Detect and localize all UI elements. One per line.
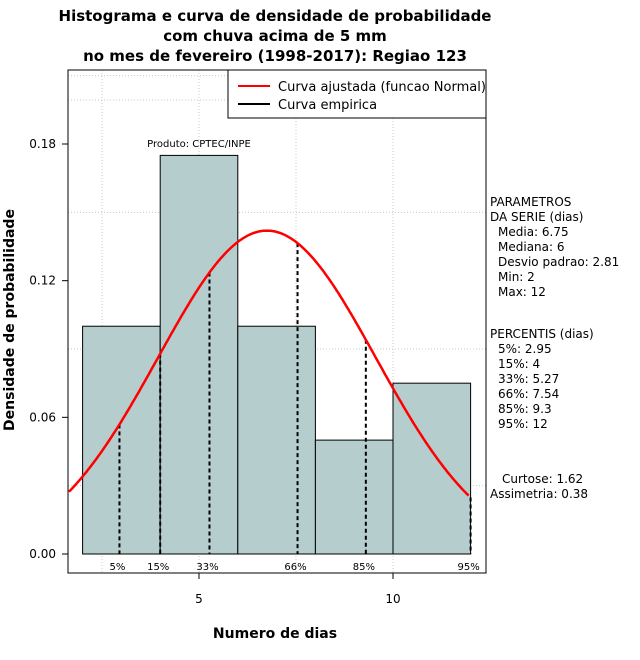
percentil-33: 33%: 5.27 — [498, 372, 560, 386]
product-annotation: Produto: CPTEC/INPE — [147, 139, 251, 150]
legend-label: Curva ajustada (funcao Normal) — [278, 80, 486, 95]
y-tick-label: 0.18 — [29, 137, 56, 151]
chart-title: Histograma e curva de densidade de proba… — [59, 7, 492, 65]
title-line: no mes de fevereiro (1998-2017): Regiao … — [83, 47, 467, 65]
histogram-bars — [82, 154, 472, 555]
percentil-15: 15%: 4 — [498, 357, 541, 371]
y-tick-label: 0.12 — [29, 274, 56, 288]
percentile-label: 95% — [457, 562, 479, 573]
percentil-95: 95%: 12 — [498, 417, 548, 431]
shape-stats-panel: Curtose: 1.62 Assimetria: 0.38 — [490, 472, 588, 502]
percentile-label: 5% — [110, 562, 126, 573]
percentile-label: 33% — [196, 562, 218, 573]
legend-box — [227, 69, 487, 119]
params-title: PARAMETROS — [490, 195, 572, 209]
x-axis-label: Numero de dias — [213, 626, 337, 642]
params-subtitle: DA SERIE (dias) — [490, 210, 584, 224]
normal-curve-path — [68, 229, 470, 497]
y-axis-label: Densidade de probabilidade — [2, 209, 18, 431]
curtose: Curtose: 1.62 — [502, 472, 584, 486]
histogram-bar — [82, 325, 161, 555]
percentil-5: 5%: 2.95 — [498, 342, 552, 356]
assimetria: Assimetria: 0.38 — [490, 487, 589, 501]
x-tick-label: 10 — [385, 592, 400, 606]
title-line: com chuva acima de 5 mm — [163, 27, 387, 45]
percentis-title: PERCENTIS (dias) — [490, 327, 594, 341]
histogram-bar — [314, 439, 394, 555]
percentiles-panel: PERCENTIS (dias) 5%: 2.95 15%: 4 33%: 5.… — [490, 327, 594, 432]
percentile-label: 15% — [147, 562, 169, 573]
histogram-bar — [159, 154, 239, 555]
legend: Curva ajustada (funcao Normal) Curva empi… — [227, 69, 487, 119]
y-tick-label: 0.06 — [29, 410, 56, 424]
percentil-85: 85%: 9.3 — [498, 402, 552, 416]
legend-label: Curva empirica — [278, 98, 377, 113]
param-min: Min: 2 — [498, 270, 535, 284]
percentile-lines: 5% 15% 33% 66% 85% 95% — [110, 243, 480, 573]
title-line: Histograma e curva de densidade de proba… — [59, 7, 492, 25]
normal-curve — [68, 229, 470, 497]
x-tick-label: 5 — [195, 592, 203, 606]
param-max: Max: 12 — [498, 285, 546, 299]
param-media: Media: 6.75 — [498, 225, 569, 239]
percentile-label: 66% — [284, 562, 306, 573]
series-parameters-panel: PARAMETROS DA SERIE (dias) Media: 6.75 M… — [490, 195, 619, 300]
y-tick-label: 0.00 — [29, 547, 56, 561]
param-mediana: Mediana: 6 — [498, 240, 565, 254]
percentile-label: 85% — [353, 562, 375, 573]
percentil-66: 66%: 7.54 — [498, 387, 560, 401]
histogram-bar — [237, 325, 316, 555]
param-desvio: Desvio padrao: 2.81 — [498, 255, 620, 269]
